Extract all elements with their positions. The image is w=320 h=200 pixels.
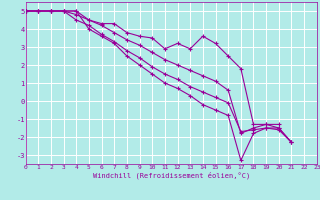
X-axis label: Windchill (Refroidissement éolien,°C): Windchill (Refroidissement éolien,°C) xyxy=(92,171,250,179)
